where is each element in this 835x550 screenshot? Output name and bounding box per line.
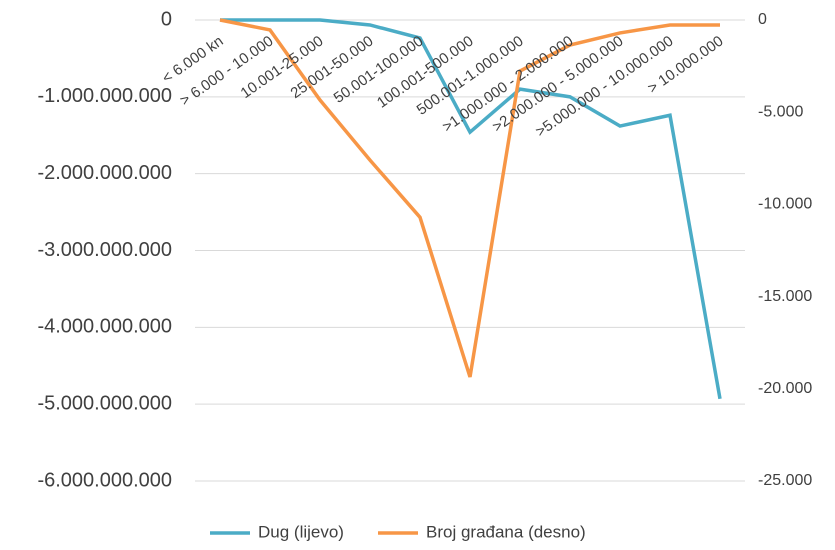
line-series bbox=[219, 18, 720, 378]
line-series bbox=[220, 18, 722, 400]
y-tick-label: -5.000.000.000 bbox=[37, 392, 172, 414]
y-tick-label: -3.000.000.000 bbox=[37, 239, 172, 261]
y2-tick-label: -15.000 bbox=[758, 288, 812, 305]
legend-label: Dug (lijevo) bbox=[258, 522, 344, 541]
y2-tick-label: -10.000 bbox=[758, 196, 812, 213]
y-tick-label: 0 bbox=[161, 8, 172, 30]
y2-tick-label: 0 bbox=[758, 11, 767, 28]
y-tick-label: -1.000.000.000 bbox=[37, 85, 172, 107]
y-tick-label: -6.000.000.000 bbox=[37, 469, 172, 491]
y2-tick-label: -20.000 bbox=[758, 380, 812, 397]
y-tick-label: -4.000.000.000 bbox=[37, 316, 172, 338]
y-tick-label: -2.000.000.000 bbox=[37, 162, 172, 184]
y2-tick-label: -25.000 bbox=[758, 472, 812, 489]
legend-label: Broj građana (desno) bbox=[426, 522, 586, 541]
y2-tick-label: -5.000 bbox=[758, 103, 803, 120]
